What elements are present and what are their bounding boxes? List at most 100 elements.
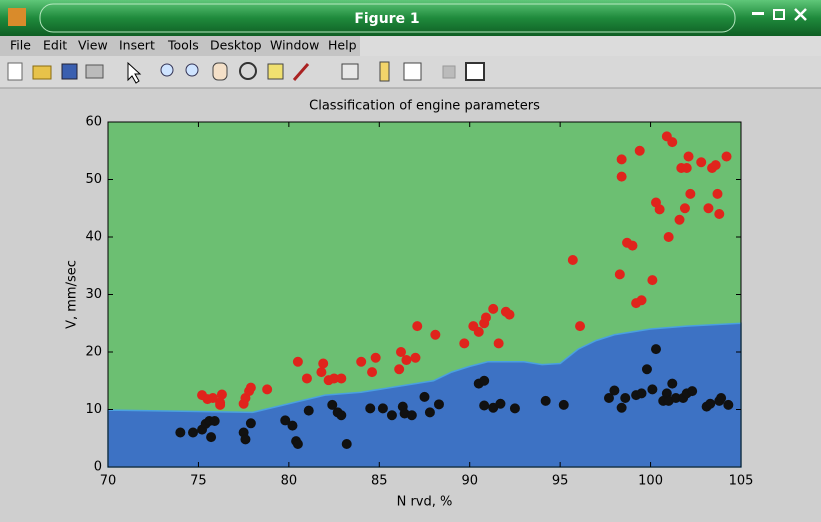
data-point <box>433 399 444 410</box>
data-point <box>386 410 397 421</box>
data-point <box>459 338 470 349</box>
link-icon[interactable] <box>341 63 359 80</box>
zoom-in-icon[interactable] <box>160 63 174 77</box>
data-point <box>327 399 338 410</box>
data-point <box>647 275 658 286</box>
data-point <box>216 389 227 400</box>
data-point <box>316 367 327 378</box>
plottools-icon[interactable] <box>465 62 485 81</box>
y-tick-label: 30 <box>85 287 102 302</box>
restore-button[interactable] <box>773 9 785 20</box>
data-point <box>206 432 217 443</box>
data-point <box>479 375 490 386</box>
data-point <box>685 188 696 199</box>
data-point <box>406 410 417 421</box>
data-point <box>207 393 218 403</box>
close-button[interactable] <box>794 8 807 21</box>
data-point <box>540 395 551 406</box>
y-tick-label: 10 <box>85 402 102 417</box>
toolbar-icons <box>7 61 485 84</box>
data-point <box>245 382 256 393</box>
data-point <box>674 214 685 225</box>
menu-item[interactable]: Edit <box>43 38 67 53</box>
data-point <box>365 403 376 414</box>
data-point <box>336 373 347 384</box>
data-point <box>636 295 647 306</box>
y-tick-label: 60 <box>85 115 102 130</box>
pointer-icon[interactable] <box>127 61 142 84</box>
print-icon[interactable] <box>85 64 104 79</box>
data-point <box>716 393 727 403</box>
data-point <box>647 384 658 395</box>
data-point <box>616 402 627 413</box>
rotate-icon[interactable] <box>239 62 257 80</box>
data-point <box>681 163 692 173</box>
x-tick-label: 100 <box>638 474 663 489</box>
data-point <box>280 415 291 426</box>
data-point <box>679 203 690 214</box>
data-point <box>394 364 405 375</box>
data-point <box>495 398 506 409</box>
menu-item[interactable]: Window <box>270 38 319 53</box>
brush-icon[interactable] <box>292 63 310 81</box>
data-point <box>634 145 645 156</box>
data-point <box>627 240 638 251</box>
y-tick-label: 40 <box>85 230 102 245</box>
data-point <box>575 321 586 332</box>
colorbar-icon[interactable] <box>379 61 390 82</box>
menu-item[interactable]: Help <box>328 38 357 53</box>
data-point <box>696 157 707 168</box>
data-point <box>721 151 732 162</box>
data-point <box>175 427 186 438</box>
x-tick-label: 95 <box>552 474 569 489</box>
hide-icon[interactable] <box>442 65 456 79</box>
y-tick-label: 0 <box>94 460 102 475</box>
data-point <box>603 393 614 403</box>
x-tick-label: 75 <box>190 474 207 489</box>
menu-item[interactable]: File <box>10 38 31 53</box>
data-point <box>609 385 620 396</box>
data-point <box>430 329 441 340</box>
data-point <box>215 399 226 410</box>
data-point <box>558 399 569 410</box>
data-point <box>480 312 491 323</box>
y-tick-label: 50 <box>85 172 102 187</box>
data-point <box>620 393 631 403</box>
data-point <box>301 373 312 384</box>
data-point <box>240 434 251 445</box>
datacursor-icon[interactable] <box>267 63 284 80</box>
legend-icon[interactable] <box>403 62 422 81</box>
menu-item[interactable]: Desktop <box>210 38 262 53</box>
data-point <box>292 439 303 449</box>
data-point <box>318 358 329 369</box>
data-point <box>424 407 435 418</box>
data-point <box>412 321 423 332</box>
new-icon[interactable] <box>7 62 23 81</box>
data-point <box>567 255 578 265</box>
zoom-out-icon[interactable] <box>185 63 199 77</box>
y-axis-label: V, mm/sec <box>65 260 80 329</box>
menu-item[interactable]: Tools <box>167 38 199 53</box>
x-tick-label: 90 <box>461 474 478 489</box>
data-point <box>509 403 520 414</box>
save-icon[interactable] <box>61 63 78 80</box>
menu-item[interactable]: View <box>78 38 108 53</box>
menu: File Edit View Insert Tools Desktop Window Help <box>10 38 357 53</box>
menu-item[interactable]: Insert <box>119 38 155 53</box>
data-point <box>667 378 678 389</box>
data-point <box>654 204 665 215</box>
data-point <box>714 209 725 219</box>
x-tick-label: 105 <box>729 474 754 489</box>
data-point <box>370 352 381 363</box>
data-point <box>401 355 412 366</box>
open-icon[interactable] <box>32 65 52 80</box>
data-point <box>667 137 678 148</box>
data-point <box>705 398 716 409</box>
data-point <box>650 344 661 355</box>
data-point <box>703 203 714 214</box>
minimize-button[interactable] <box>752 12 764 15</box>
data-point <box>245 418 256 429</box>
y-tick-label: 20 <box>85 345 102 360</box>
pan-icon[interactable] <box>212 62 228 81</box>
data-point <box>410 352 421 363</box>
